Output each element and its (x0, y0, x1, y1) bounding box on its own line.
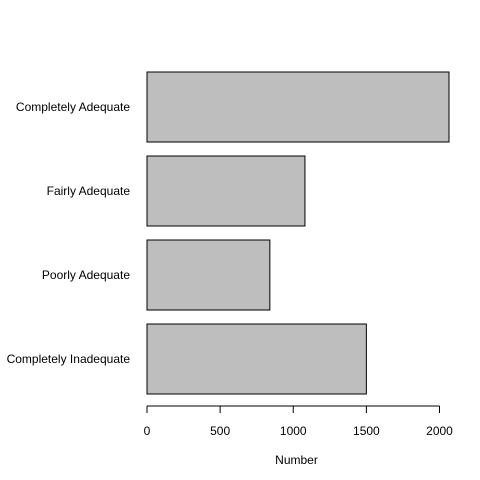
category-label: Completely Inadequate (7, 352, 131, 366)
bar-2 (146, 239, 271, 311)
x-tick-label: 1500 (353, 424, 380, 438)
category-label: Completely Adequate (16, 100, 130, 114)
bar-1 (146, 155, 306, 227)
bar-0 (146, 71, 450, 143)
category-label: Fairly Adequate (47, 184, 131, 198)
bar-3 (146, 323, 367, 395)
bars-group (146, 71, 450, 395)
x-axis-label: Number (275, 453, 318, 467)
category-label: Poorly Adequate (42, 268, 130, 282)
x-tick-label: 500 (210, 424, 230, 438)
x-tick-label: 0 (144, 424, 151, 438)
category-labels: Completely Adequate Fairly Adequate Poorly… (7, 100, 131, 366)
x-axis: 0 500 1000 1500 2000 (144, 405, 453, 438)
x-tick-label: 1000 (280, 424, 307, 438)
x-tick-label: 2000 (426, 424, 453, 438)
